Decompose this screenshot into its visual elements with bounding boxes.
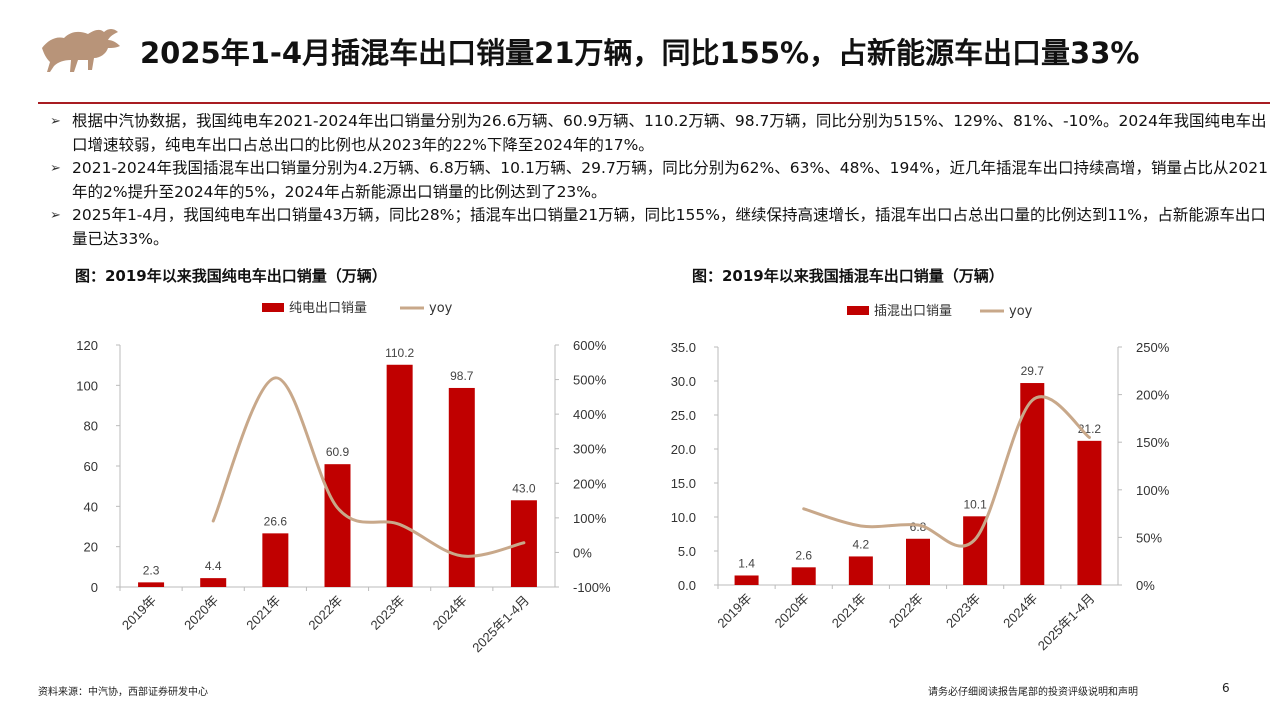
x-axis-tick-label: 2020年 [772,591,812,631]
x-axis-tick-label: 2023年 [943,591,983,631]
right-axis-tick-label: 400% [573,407,607,422]
left-axis-tick-label: 20.0 [671,442,696,457]
bar [200,578,227,587]
bar [1020,383,1045,585]
source-note: 资料来源：中汽协，西部证券研发中心 [38,687,208,698]
bar-value-label: 4.4 [205,559,222,573]
page-title: 2025年1-4月插混车出口销量21万辆，同比155%，占新能源车出口量33% [140,36,1140,70]
legend-bar-swatch [847,306,869,315]
bar [734,575,759,585]
left-axis-tick-label: 40 [84,499,98,514]
left-axis-tick-label: 0.0 [678,578,696,593]
right-axis-tick-label: 600% [573,338,607,353]
bull-logo-icon [42,29,120,72]
bar [791,567,816,585]
bar [848,556,873,585]
bar-value-label: 60.9 [326,445,350,459]
bull-logo-shape [42,29,120,72]
bullet-arrow-icon: ➢ [50,114,61,129]
right-axis-tick-label: 500% [573,373,607,388]
bullet-item: ➢ 2021-2024年我国插混车出口销量分别为4.2万辆、6.8万辆、10.1… [50,157,1275,204]
right-axis-tick-label: 100% [1136,483,1170,498]
bullet-item: ➢ 根据中汽协数据，我国纯电车2021-2024年出口销量分别为26.6万辆、6… [50,110,1275,157]
right-axis-tick-label: 100% [573,511,607,526]
right-axis-tick-label: 50% [1136,530,1162,545]
title-divider [38,102,1270,104]
x-axis-tick-label: 2021年 [829,591,869,631]
chart-title-bev: 图：2019年以来我国纯电车出口销量（万辆） [75,267,387,285]
bar-value-label: 98.7 [450,369,474,383]
bar-value-label: 2.6 [795,548,812,562]
bullet-text: 2025年1-4月，我国纯电车出口销量43万辆，同比28%；插混车出口销量21万… [72,206,1266,248]
yoy-line [802,395,1091,548]
left-axis-tick-label: 5.0 [678,544,696,559]
right-axis-tick-label: 200% [1136,388,1170,403]
left-axis-tick-label: 120 [76,338,98,353]
left-axis-tick-label: 15.0 [671,476,696,491]
yoy-line [211,376,526,558]
bullet-arrow-icon: ➢ [50,161,61,176]
chart-title-phev: 图：2019年以来我国插混车出口销量（万辆） [692,267,1004,285]
bullet-text: 2021-2024年我国插混车出口销量分别为4.2万辆、6.8万辆、10.1万辆… [72,159,1268,201]
left-axis-tick-label: 35.0 [671,340,696,355]
right-axis-tick-label: 250% [1136,340,1170,355]
x-axis-tick-label: 2025年1-4月 [1035,591,1098,654]
right-axis-tick-label: 200% [573,476,607,491]
right-axis-tick-label: -100% [573,580,611,595]
left-axis-tick-label: 0 [91,580,98,595]
bar-value-label: 10.1 [963,497,987,511]
bar [1077,440,1102,585]
legend-bar-swatch [262,303,284,312]
right-axis-tick-label: 0% [573,545,592,560]
bar-value-label: 1.4 [738,556,755,570]
legend-bar-label: 纯电出口销量 [289,301,367,316]
legend-line-label: yoy [429,301,453,316]
bar [262,533,289,587]
bar [906,538,930,585]
left-axis-tick-label: 20 [84,540,98,555]
bullet-arrow-icon: ➢ [50,208,61,223]
bullet-item: ➢ 2025年1-4月，我国纯电车出口销量43万辆，同比28%；插混车出口销量2… [50,204,1275,251]
bar [324,464,351,587]
page-number: 6 [1222,681,1230,695]
legend-bar-label: 插混出口销量 [874,304,952,319]
left-axis-tick-label: 80 [84,419,98,434]
left-axis-tick-label: 60 [84,459,98,474]
x-axis-tick-label: 2019年 [714,591,754,631]
x-axis-tick-label: 2024年 [1000,591,1040,631]
bar [386,364,413,587]
bar [138,582,165,587]
right-axis-tick-label: 0% [1136,578,1155,593]
bar-value-label: 4.2 [853,537,870,551]
legend-line-label: yoy [1009,304,1033,319]
left-axis-tick-label: 100 [76,378,98,393]
bar-value-label: 43.0 [512,481,536,495]
disclaimer-note: 请务必仔细阅读报告尾部的投资评级说明和声明 [928,687,1138,698]
right-axis-tick-label: 300% [573,442,607,457]
bar-value-label: 29.7 [1021,364,1045,378]
left-axis-tick-label: 30.0 [671,374,696,389]
x-axis-tick-label: 2022年 [886,591,926,631]
left-axis-tick-label: 10.0 [671,510,696,525]
bar-value-label: 26.6 [264,514,288,528]
bullet-text: 根据中汽协数据，我国纯电车2021-2024年出口销量分别为26.6万辆、60.… [72,112,1267,154]
bullet-list: ➢ 根据中汽协数据，我国纯电车2021-2024年出口销量分别为26.6万辆、6… [50,110,1275,251]
bar-value-label: 110.2 [385,346,414,360]
left-axis-tick-label: 25.0 [671,408,696,423]
bar-value-label: 2.3 [143,563,160,577]
right-axis-tick-label: 150% [1136,435,1170,450]
